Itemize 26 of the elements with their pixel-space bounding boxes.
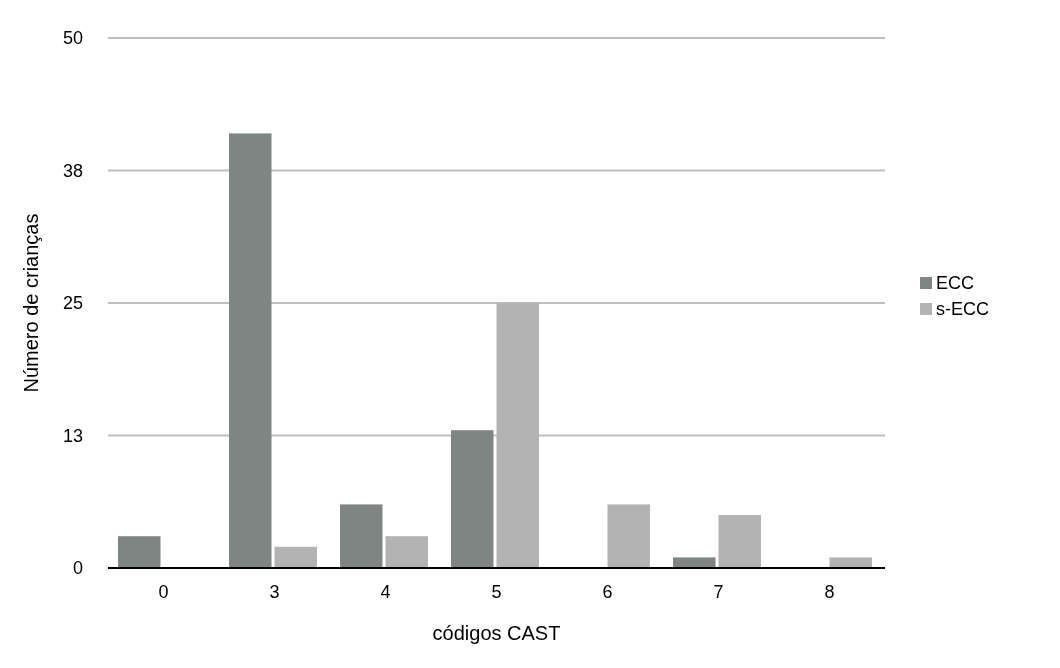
- bar: [718, 515, 762, 568]
- y-tick-label: 50: [62, 28, 83, 49]
- bar: [672, 557, 716, 568]
- x-tick-label: 0: [158, 582, 169, 602]
- x-tick-label: 5: [491, 582, 502, 602]
- bar: [829, 557, 873, 568]
- y-tick-label: 38: [62, 160, 83, 181]
- x-tick-label: 6: [602, 582, 613, 602]
- bar: [274, 546, 318, 568]
- legend-label: ECC: [936, 273, 975, 294]
- bar: [117, 536, 161, 568]
- bar: [228, 133, 272, 568]
- x-tick-label: 3: [269, 582, 280, 602]
- y-tick-label: 0: [72, 558, 83, 579]
- x-tick-label: 7: [713, 582, 724, 602]
- bar: [339, 504, 383, 568]
- x-tick-label: 8: [824, 582, 835, 602]
- x-axis-title: códigos CAST: [432, 622, 561, 644]
- bar: [607, 504, 651, 568]
- y-axis-title: Número de crianças: [20, 213, 42, 393]
- x-tick-label: 4: [380, 582, 391, 602]
- y-tick-label: 25: [62, 293, 83, 314]
- bar: [450, 430, 494, 568]
- bar: [385, 536, 429, 568]
- y-tick-label: 13: [62, 425, 83, 446]
- legend-label: s-ECC: [936, 299, 989, 320]
